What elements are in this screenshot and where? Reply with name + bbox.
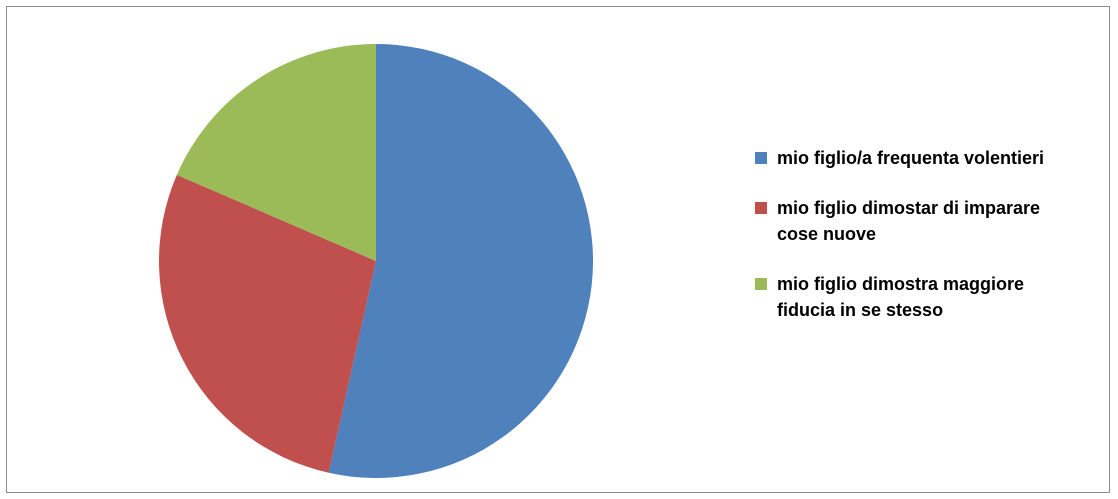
- legend: mio figlio/a frequenta volentieri mio fi…: [755, 145, 1055, 347]
- chart-area: mio figlio/a frequenta volentieri mio fi…: [6, 6, 1110, 493]
- legend-label-frequenta: mio figlio/a frequenta volentieri: [777, 148, 1045, 168]
- pie-slice-frequenta: [328, 43, 594, 479]
- legend-swatch-imparare: [755, 202, 767, 214]
- pie-chart: [159, 43, 594, 479]
- legend-item-frequenta: mio figlio/a frequenta volentieri: [755, 145, 1055, 171]
- pie-slice-imparare: [159, 174, 376, 473]
- legend-item-fiducia: mio figlio dimostra maggiore fiducia in …: [755, 271, 1055, 323]
- legend-item-imparare: mio figlio dimostar di imparare cose nuo…: [755, 195, 1055, 247]
- pie-slice-fiducia: [176, 44, 376, 261]
- legend-swatch-fiducia: [755, 278, 767, 290]
- pie-slices: [159, 43, 594, 479]
- legend-label-imparare: mio figlio dimostar di imparare cose nuo…: [777, 198, 1041, 244]
- legend-label-fiducia: mio figlio dimostra maggiore fiducia in …: [777, 274, 1025, 320]
- legend-swatch-frequenta: [755, 152, 767, 164]
